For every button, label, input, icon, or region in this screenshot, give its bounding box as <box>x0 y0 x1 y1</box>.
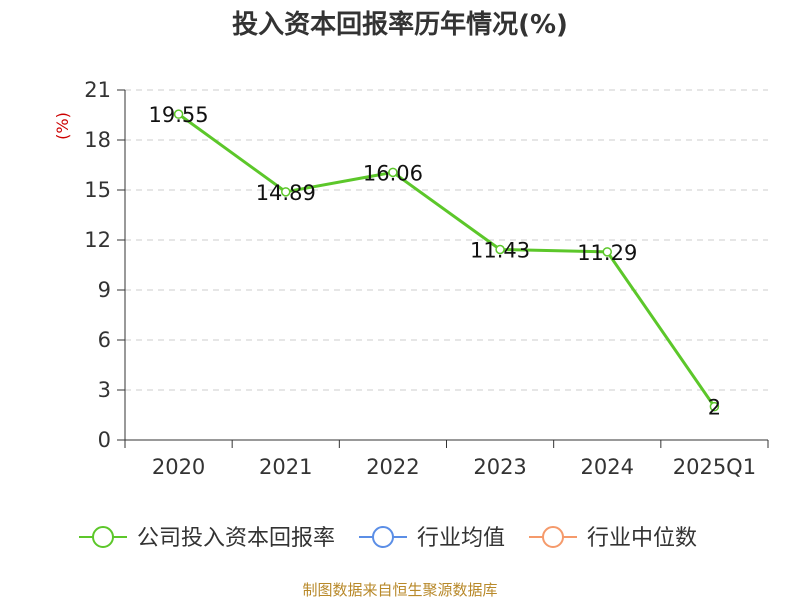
chart-title: 投入资本回报率历年情况(%) <box>232 9 568 40</box>
x-tick-label: 2021 <box>259 455 312 479</box>
x-tick-label: 2023 <box>473 455 526 479</box>
data-label: 19.55 <box>149 103 209 127</box>
y-tick-label: 9 <box>98 278 111 302</box>
legend-item: 行业均值 <box>359 526 505 551</box>
data-point <box>495 244 505 255</box>
x-tick-labels: 2020 2021 2022 2023 2024 2025Q1 <box>152 455 756 479</box>
y-tick-label: 21 <box>84 78 111 102</box>
y-tick-labels: 0 3 6 9 12 15 18 21 <box>84 78 111 452</box>
grid-lines <box>125 89 768 391</box>
y-tick-label: 0 <box>98 428 111 452</box>
data-label: 2 <box>708 396 721 420</box>
legend: 公司投入资本回报率 行业均值 行业中位数 <box>79 526 697 551</box>
y-tick-label: 3 <box>98 378 111 402</box>
data-label: 11.29 <box>577 241 637 265</box>
legend-item: 行业中位数 <box>529 526 697 551</box>
x-tick-label: 2024 <box>581 455 634 479</box>
data-point <box>388 167 398 178</box>
data-point <box>173 109 184 119</box>
y-tick-label: 12 <box>84 228 111 252</box>
data-label: 16.06 <box>363 161 423 185</box>
x-tick-label: 2020 <box>152 455 205 479</box>
data-point <box>281 187 291 197</box>
data-label: 11.43 <box>470 239 530 263</box>
y-tick-label: 6 <box>98 328 111 352</box>
legend-marker-icon <box>92 526 114 548</box>
legend-label: 公司投入资本回报率 <box>137 526 335 551</box>
source-note: 制图数据来自恒生聚源数据库 <box>302 581 497 599</box>
legend-label: 行业均值 <box>417 526 505 551</box>
legend-marker-icon <box>542 526 564 548</box>
data-point <box>602 247 612 257</box>
data-label: 14.89 <box>256 181 316 205</box>
axes <box>117 89 769 448</box>
x-tick-label: 2022 <box>366 455 419 479</box>
y-tick-label: 15 <box>84 178 111 202</box>
x-tick-label: 2025Q1 <box>673 455 756 479</box>
legend-label: 行业中位数 <box>587 526 697 551</box>
data-point <box>709 401 720 412</box>
legend-marker-icon <box>372 526 394 548</box>
series-line <box>177 112 716 408</box>
legend-item: 公司投入资本回报率 <box>79 526 335 551</box>
data-labels: 19.55 14.89 16.06 11.43 11.29 2 <box>149 103 722 420</box>
y-tick-label: 18 <box>84 128 111 152</box>
y-axis-label: (%) <box>53 112 72 140</box>
series-layer <box>173 109 720 412</box>
